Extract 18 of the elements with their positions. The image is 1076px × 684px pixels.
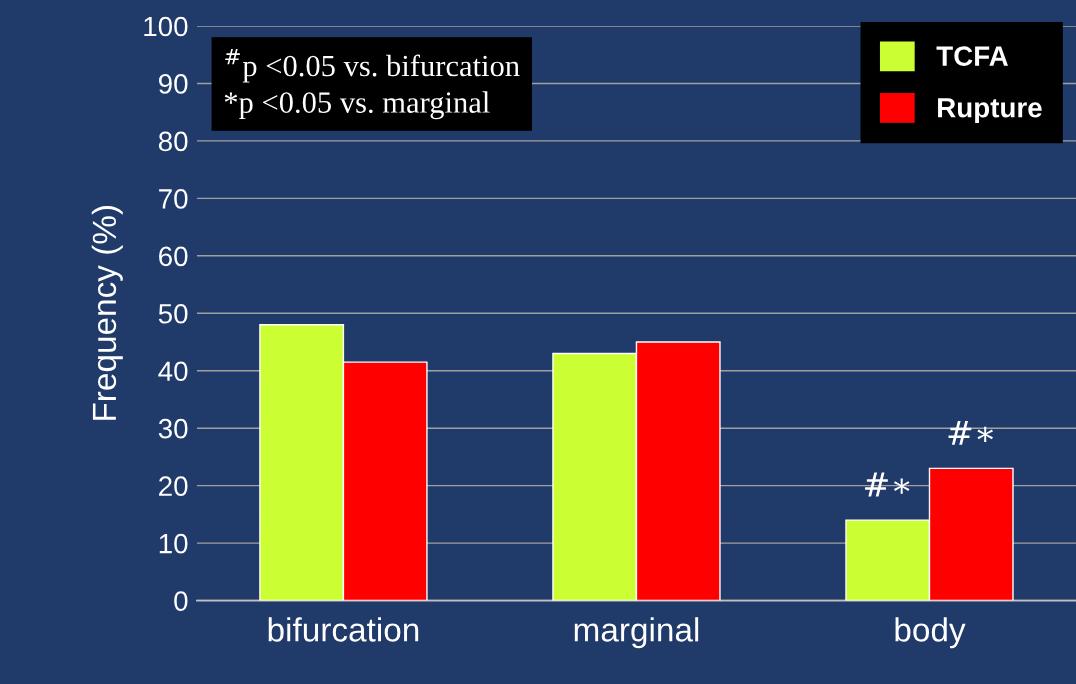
legend-label: Rupture (938, 98, 1042, 124)
x-tick-label: bifurcation (268, 617, 419, 642)
y-tick-label: 10 (159, 533, 188, 554)
y-tick-label: 40 (158, 361, 188, 382)
x-tick-label: body (895, 617, 966, 649)
y-tick-label: 0 (174, 591, 188, 611)
y-tick-label: 100 (144, 16, 188, 37)
y-tick-label: 90 (158, 74, 188, 94)
y-tick-label: 50 (158, 303, 188, 324)
y-axis-title: Frequency (%) (91, 206, 123, 420)
legend-label: TCFA (936, 46, 1008, 66)
y-tick-label: 70 (159, 189, 188, 209)
x-tick-label: marginal (574, 617, 699, 649)
y-tick-label: 20 (159, 476, 188, 496)
y-tick-label: 30 (158, 418, 188, 439)
annotation: $^{#}$p <0.05 vs. bifurcation *p <0.05 vs. marginal (224, 48, 520, 120)
y-tick-label: 60 (159, 246, 188, 267)
y-tick-label: 80 (158, 131, 188, 152)
